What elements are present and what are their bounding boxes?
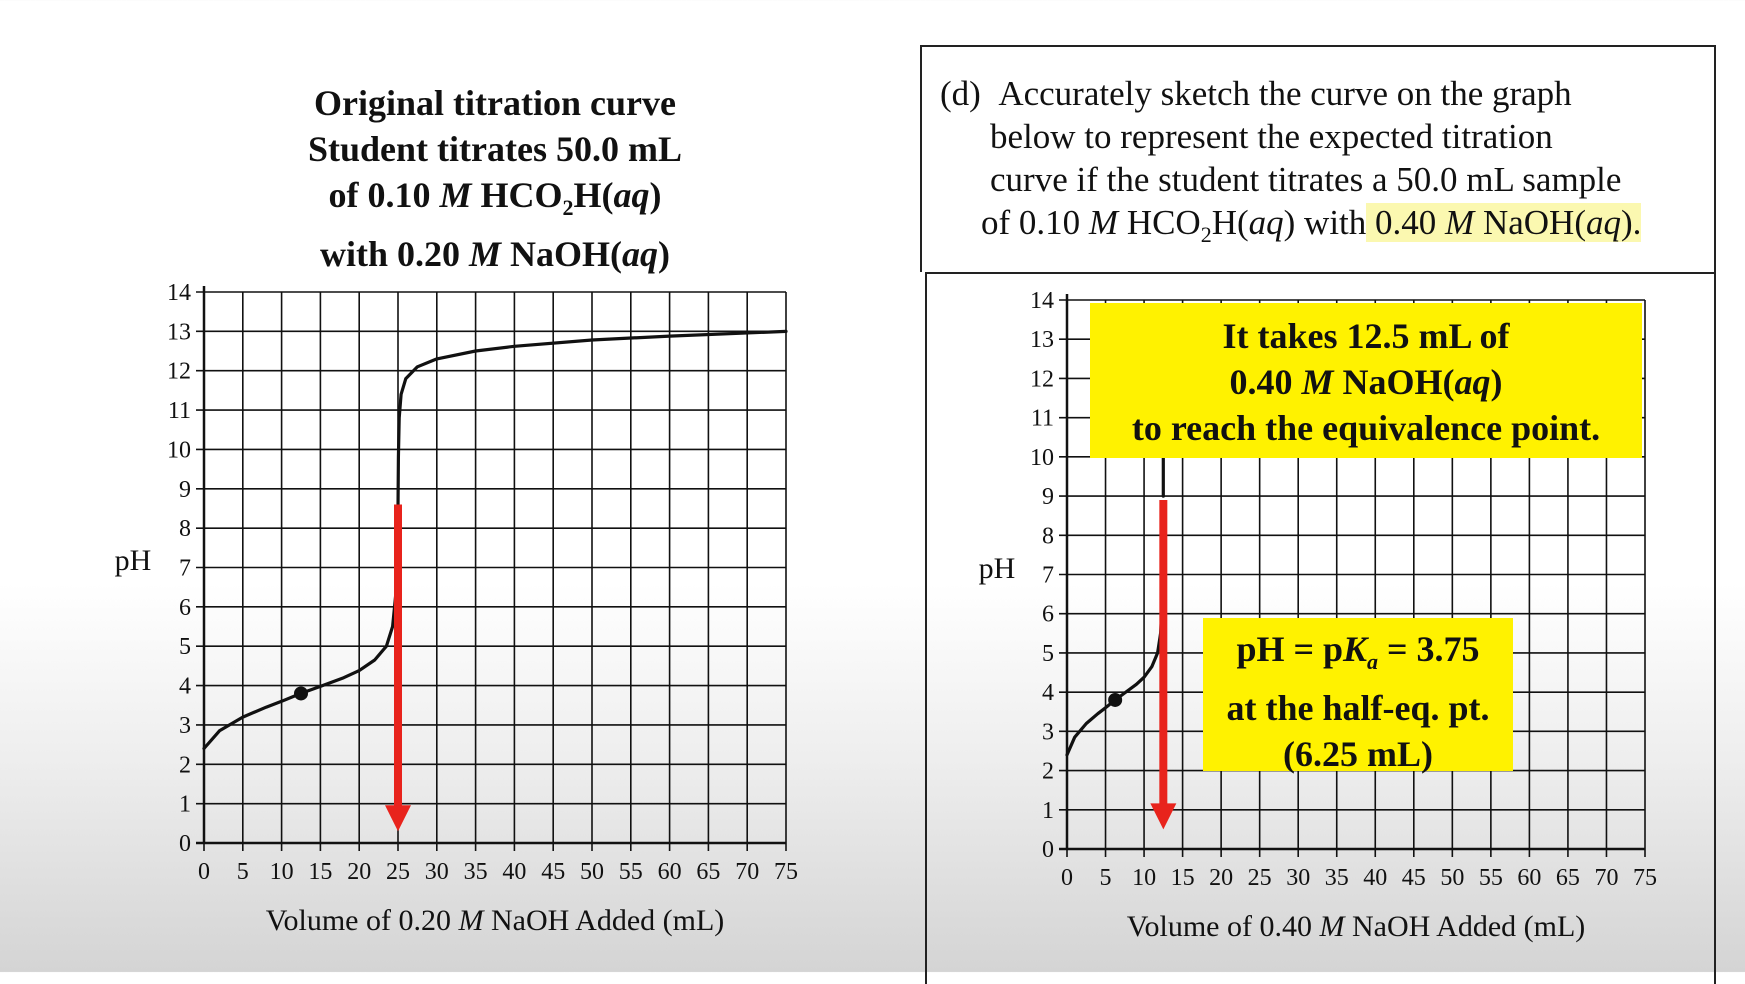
left-y-tick-label: 4 [179, 674, 191, 700]
left-x-tick-label: 65 [696, 859, 720, 885]
left-title-line-2: Student titrates 50.0 mL [308, 129, 682, 169]
right-y-tick-label: 1 [1042, 798, 1054, 824]
left-x-tick-label: 25 [386, 859, 410, 885]
right-x-tick-label: 15 [1171, 865, 1195, 891]
right-x-tick-label: 65 [1556, 865, 1580, 891]
left-y-tick-label: 3 [179, 713, 191, 739]
left-x-tick-label: 50 [580, 859, 604, 885]
right-half-equivalence-point [1108, 692, 1123, 707]
right-x-tick-label: 75 [1633, 865, 1657, 891]
left-title-line-4: with 0.20 M NaOH(aq) [319, 234, 671, 275]
left-x-tick-label: 5 [237, 859, 249, 885]
left-title-line-3: of 0.10 M HCO2H(aq) [328, 175, 662, 221]
right-y-tick-label: 3 [1042, 719, 1054, 745]
left-title-line-1: Original titration curve [314, 83, 676, 123]
right-x-tick-label: 35 [1325, 865, 1349, 891]
right-y-tick-label: 2 [1042, 759, 1054, 785]
equivalence-point-callout: It takes 12.5 mL of 0.40 M NaOH(aq) to r… [1090, 303, 1642, 458]
left-y-tick-label: 9 [179, 477, 191, 503]
question-box [920, 45, 1716, 272]
right-y-tick-label: 13 [1030, 327, 1054, 353]
right-x-tick-label: 30 [1286, 865, 1310, 891]
right-x-axis-label: Volume of 0.40 M NaOH Added (mL) [1127, 910, 1586, 943]
right-x-tick-label: 45 [1402, 865, 1426, 891]
right-y-tick-label: 12 [1030, 366, 1054, 392]
half-equivalence-callout: pH = pKa = 3.75 at the half-eq. pt. (6.2… [1203, 618, 1513, 774]
left-x-tick-label: 20 [347, 859, 371, 885]
left-chart-title: Original titration curve Student titrate… [250, 80, 740, 277]
question-line-2: below to represent the expected titratio… [990, 117, 1553, 156]
left-equivalence-arrow-head [385, 805, 411, 832]
left-y-axis-label: pH [115, 544, 152, 577]
left-y-tick-label: 12 [167, 359, 191, 385]
right-x-tick-label: 70 [1594, 865, 1618, 891]
right-y-axis-label: pH [979, 552, 1016, 585]
left-x-tick-label: 40 [502, 859, 526, 885]
right-y-tick-label: 14 [1030, 288, 1054, 314]
right-x-tick-label: 0 [1061, 865, 1073, 891]
left-y-tick-label: 8 [179, 516, 191, 542]
left-y-tick-label: 14 [167, 280, 191, 306]
question-text: (d) Accurately sketch the curve on the g… [940, 72, 1710, 256]
right-titration-curve-1 [1065, 514, 1165, 757]
left-x-tick-label: 35 [464, 859, 488, 885]
right-chart-frame [925, 272, 1716, 984]
question-line-3: curve if the student titrates a 50.0 mL … [990, 160, 1622, 199]
right-y-tick-label: 8 [1042, 523, 1054, 549]
right-x-tick-label: 10 [1132, 865, 1156, 891]
left-x-tick-label: 55 [619, 859, 643, 885]
question-line-4: of 0.10 M HCO2H(aq) with 0.40 M NaOH(aq)… [981, 203, 1642, 247]
right-x-tick-label: 55 [1479, 865, 1503, 891]
left-x-tick-label: 60 [658, 859, 682, 885]
left-y-tick-label: 1 [179, 792, 191, 818]
right-y-tick-label: 7 [1042, 563, 1054, 589]
right-x-tick-label: 20 [1209, 865, 1233, 891]
right-x-tick-label: 50 [1440, 865, 1464, 891]
left-y-tick-label: 5 [179, 634, 191, 660]
left-y-tick-label: 6 [179, 595, 191, 621]
right-equivalence-arrow-head [1150, 803, 1177, 830]
left-x-tick-label: 75 [774, 859, 798, 885]
right-y-tick-label: 11 [1031, 406, 1054, 432]
right-x-tick-label: 60 [1517, 865, 1541, 891]
left-y-tick-label: 0 [179, 831, 191, 857]
right-x-tick-label: 25 [1248, 865, 1272, 891]
left-y-tick-label: 10 [167, 437, 191, 463]
left-x-tick-label: 0 [198, 859, 210, 885]
left-y-tick-label: 7 [179, 556, 191, 582]
left-x-tick-label: 10 [270, 859, 294, 885]
left-y-tick-label: 2 [179, 752, 191, 778]
highlighted-concentration: 0.40 M NaOH(aq). [1366, 203, 1642, 242]
right-y-tick-label: 4 [1042, 680, 1054, 706]
left-x-axis-label: Volume of 0.20 M NaOH Added (mL) [266, 904, 725, 937]
right-y-tick-label: 6 [1042, 602, 1054, 628]
left-x-tick-label: 70 [735, 859, 759, 885]
right-y-tick-label: 5 [1042, 641, 1054, 667]
left-y-tick-label: 11 [168, 398, 191, 424]
left-half-equivalence-point [294, 686, 308, 701]
right-y-tick-label: 0 [1042, 837, 1054, 863]
left-x-tick-label: 45 [541, 859, 565, 885]
right-x-tick-label: 40 [1363, 865, 1387, 891]
right-x-tick-label: 5 [1100, 865, 1112, 891]
left-y-tick-label: 13 [167, 319, 191, 345]
right-y-tick-label: 9 [1042, 484, 1054, 510]
question-line-1: (d) Accurately sketch the curve on the g… [940, 74, 1572, 113]
right-y-tick-label: 10 [1030, 445, 1054, 471]
left-x-tick-label: 15 [308, 859, 332, 885]
left-x-tick-label: 30 [425, 859, 449, 885]
